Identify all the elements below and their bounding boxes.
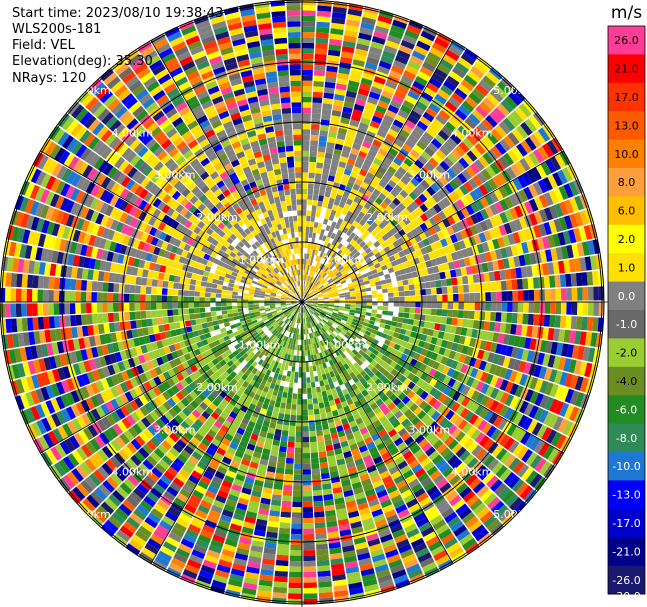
elevation-label: Elevation(deg): 35.30 (12, 54, 153, 69)
range-ring (241, 241, 363, 363)
colorbar-swatch (608, 139, 645, 169)
colorbar-tick-label: -6.0 (616, 403, 637, 416)
ring-label: 2.00km (366, 381, 408, 394)
colorbar-swatch (608, 253, 645, 283)
ring-label: 5.00km (69, 508, 111, 521)
ring-label: 3.00km (409, 423, 451, 436)
instrument-label: WLS200s-181 (12, 22, 102, 37)
ring-label: 4.00km (451, 126, 493, 139)
ring-label: 5.00km (69, 84, 111, 97)
ring-label: 3.00km (154, 423, 196, 436)
colorbar-frame (607, 25, 646, 595)
ring-label: 4.00km (112, 126, 154, 139)
azimuth-spoke (301, 301, 454, 564)
colorbar-swatch (608, 281, 645, 311)
colorbar-swatch (608, 224, 645, 254)
colorbar-title: m/s (611, 3, 642, 23)
colorbar-swatch (608, 111, 645, 141)
ring-label: 3.00km (154, 169, 196, 182)
ring-label: 5.00km (493, 508, 535, 521)
ring-label: 4.00km (451, 466, 493, 479)
colorbar-tick-label: 17.0 (614, 91, 639, 104)
colorbar-tick-label: 2.0 (618, 233, 636, 246)
nrays-label: NRays: 120 (12, 71, 87, 86)
colorbar-swatch (608, 338, 645, 368)
start-time-label: Start time: 2023/08/10 19:38:43 (12, 6, 224, 21)
azimuth-spoke (301, 150, 564, 303)
ring-label: 2.00km (196, 211, 238, 224)
colorbar-tick-label: -4.0 (616, 375, 637, 388)
colorbar-tick-label: -1.0 (616, 318, 637, 331)
ring-label: 1.00km (239, 254, 281, 267)
azimuth-spoke (150, 301, 303, 564)
ring-label: 5.00km (493, 84, 535, 97)
azimuth-spoke (40, 150, 303, 303)
range-ring (61, 61, 543, 543)
colorbar-swatch (608, 196, 645, 226)
ring-label: 1.00km (324, 254, 366, 267)
colorbar-tick-label: 1.0 (618, 261, 636, 274)
colorbar-swatch (608, 452, 645, 481)
colorbar-tick-label: 10.0 (614, 148, 639, 161)
colorbar-tick-label: 26.0 (614, 34, 639, 47)
field-label: Field: VEL (12, 38, 75, 53)
colorbar-swatch (608, 480, 645, 510)
outer-ring (0, 0, 605, 605)
colorbar-swatch (608, 310, 645, 339)
colorbar-tick-label: -26.0 (612, 574, 640, 587)
colorbar-swatch (608, 537, 645, 567)
colorbar-swatch (608, 395, 645, 425)
ring-label: 1.00km (239, 338, 281, 351)
azimuth-spoke (40, 301, 303, 454)
colorbar-swatch (608, 366, 645, 396)
colorbar-tick-label: -13.0 (612, 489, 640, 502)
colorbar-tick-label: -17.0 (612, 517, 640, 530)
ring-label: 2.00km (366, 211, 408, 224)
colorbar-swatch (608, 168, 645, 197)
colorbar-swatch (608, 82, 645, 112)
colorbar-tick-label: -30.0 (612, 590, 640, 603)
azimuth-spoke (150, 40, 303, 303)
colorbar-swatch (608, 565, 645, 595)
colorbar-tick-label: -10.0 (612, 460, 640, 473)
ring-label: 2.00km (196, 381, 238, 394)
colorbar-tick-label: 21.0 (614, 63, 639, 76)
colorbar-swatch (608, 508, 645, 538)
colorbar-tick-label: -8.0 (616, 432, 637, 445)
colorbar-tick-label: -2.0 (616, 347, 637, 360)
colorbar-tick-label: -21.0 (612, 545, 640, 558)
azimuth-spoke (301, 301, 564, 454)
range-ring (121, 121, 483, 483)
colorbar-tick-label: 13.0 (614, 119, 639, 132)
colorbar-tick-label: 6.0 (618, 205, 636, 218)
ring-label: 1.00km (324, 338, 366, 351)
colorbar-swatch (608, 423, 645, 453)
azimuth-spoke (301, 40, 454, 303)
range-ring (181, 181, 423, 423)
colorbar-swatch (608, 26, 645, 55)
ring-label: 3.00km (409, 169, 451, 182)
colorbar-swatch (608, 54, 645, 84)
colorbar-tick-label: 8.0 (618, 176, 636, 189)
colorbar-tick-label: 0.0 (618, 290, 636, 303)
range-rings: 1.00km 1.00km 1.00km 1.00km 2.00km 2.00km 2.00… (0, 0, 608, 607)
range-ring (1, 1, 603, 603)
ring-label: 4.00km (112, 466, 154, 479)
velocity-gates (0, 0, 605, 605)
